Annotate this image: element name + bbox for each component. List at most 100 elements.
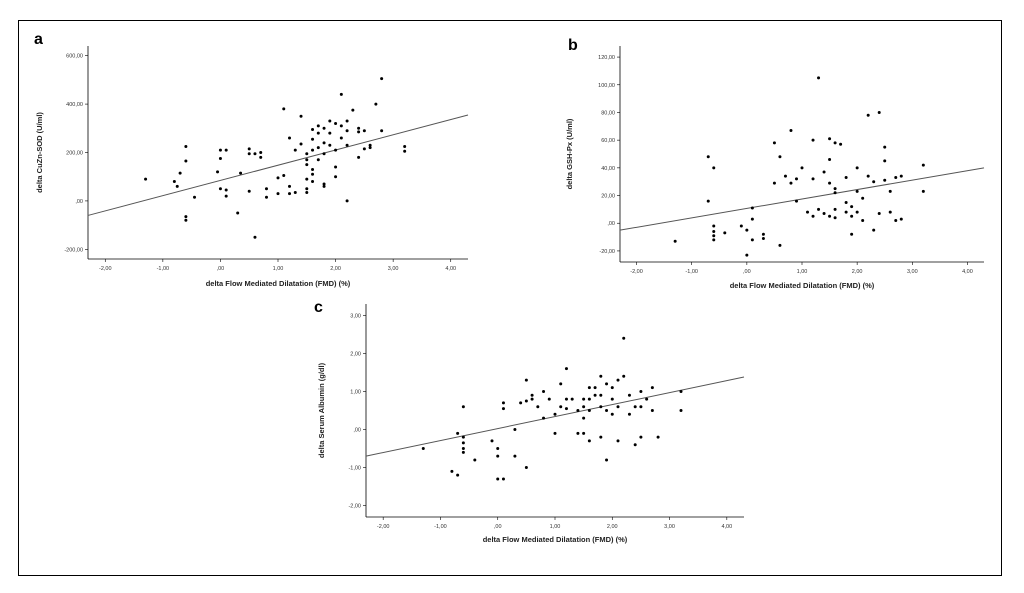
scatter-point xyxy=(839,142,843,146)
x-tick-label: 3,00 xyxy=(388,266,399,272)
scatter-point xyxy=(712,166,716,170)
y-tick-label: 1,00 xyxy=(350,389,361,395)
x-tick-label: 2,00 xyxy=(852,269,863,275)
scatter-point xyxy=(745,253,749,257)
scatter-point xyxy=(144,177,148,181)
scatter-point xyxy=(789,181,793,185)
scatter-point xyxy=(224,148,228,152)
scatter-point xyxy=(899,174,903,178)
scatter-point xyxy=(822,170,826,174)
scatter-point xyxy=(305,177,309,181)
scatter-point xyxy=(247,189,251,193)
scatter-point xyxy=(524,399,528,403)
scatter-point xyxy=(282,173,286,177)
scatter-point xyxy=(564,407,568,411)
scatter-point xyxy=(616,405,620,409)
x-tick-label: -2,00 xyxy=(630,269,643,275)
x-tick-label: -1,00 xyxy=(434,524,447,530)
scatter-point xyxy=(828,214,832,218)
x-tick-label: -2,00 xyxy=(377,524,390,530)
scatter-point xyxy=(501,407,505,411)
scatter-point xyxy=(536,405,540,409)
scatter-point xyxy=(184,159,188,163)
y-tick-label: 2,00 xyxy=(350,351,361,357)
scatter-point xyxy=(866,174,870,178)
scatter-point xyxy=(357,155,361,159)
scatter-point xyxy=(421,447,425,451)
y-tick-label: 80,00 xyxy=(601,110,615,116)
scatter-point xyxy=(380,129,384,133)
scatter-point xyxy=(778,243,782,247)
scatter-point xyxy=(553,412,557,416)
scatter-point xyxy=(218,187,222,191)
regression-line xyxy=(365,376,745,457)
scatter-point xyxy=(351,108,355,112)
scatter-point xyxy=(311,148,315,152)
scatter-point xyxy=(582,397,586,401)
scatter-point xyxy=(750,238,754,242)
scatter-point xyxy=(218,157,222,161)
scatter-point xyxy=(599,374,603,378)
scatter-point xyxy=(513,454,517,458)
scatter-point xyxy=(817,76,821,80)
scatter-point xyxy=(542,389,546,393)
scatter-point xyxy=(627,393,631,397)
scatter-point xyxy=(564,367,568,371)
scatter-point xyxy=(450,469,454,473)
scatter-point xyxy=(570,397,574,401)
scatter-point xyxy=(178,171,182,175)
y-tick-label: -1,00 xyxy=(348,466,361,472)
scatter-point xyxy=(288,136,292,140)
scatter-point xyxy=(496,447,500,451)
scatter-point xyxy=(599,405,603,409)
scatter-point xyxy=(253,235,257,239)
scatter-point xyxy=(542,416,546,420)
x-tick-label: 3,00 xyxy=(664,524,675,530)
scatter-point xyxy=(582,405,586,409)
scatter-point xyxy=(610,397,614,401)
scatter-point xyxy=(761,232,765,236)
scatter-point xyxy=(184,144,188,148)
scatter-point xyxy=(883,159,887,163)
scatter-point xyxy=(576,409,580,412)
scatter-point xyxy=(582,416,586,420)
scatter-point xyxy=(305,158,309,162)
scatter-point xyxy=(679,389,683,393)
scatter-point xyxy=(172,180,176,184)
scatter-point xyxy=(633,405,637,409)
scatter-point xyxy=(850,214,854,218)
scatter-point xyxy=(833,187,837,191)
scatter-point xyxy=(794,177,798,181)
scatter-point xyxy=(276,176,280,180)
scatter-point xyxy=(316,158,320,162)
scatter-point xyxy=(587,409,591,412)
scatter-point xyxy=(456,473,460,477)
scatter-point xyxy=(850,205,854,209)
x-tick-label: -1,00 xyxy=(157,266,170,272)
x-tick-label: 1,00 xyxy=(797,269,808,275)
scatter-point xyxy=(328,131,332,135)
scatter-point xyxy=(723,231,727,235)
y-tick-label: 60,00 xyxy=(601,138,615,144)
y-tick-label: ,00 xyxy=(353,428,361,434)
scatter-point xyxy=(739,224,743,228)
scatter-point xyxy=(712,234,716,238)
scatter-point xyxy=(501,477,505,481)
y-tick-label: ,00 xyxy=(75,199,83,205)
x-axis-title: delta Flow Mediated Dilatation (FMD) (%) xyxy=(483,535,628,544)
scatter-point xyxy=(247,152,251,156)
scatter-point xyxy=(844,210,848,214)
scatter-point xyxy=(345,143,349,147)
scatter-point xyxy=(339,92,343,96)
scatter-point xyxy=(712,238,716,242)
x-tick-label: 4,00 xyxy=(962,269,973,275)
x-tick-label: ,00 xyxy=(743,269,751,275)
scatter-point xyxy=(783,174,787,178)
scatter-point xyxy=(524,466,528,470)
scatter-point xyxy=(461,447,465,451)
y-tick-label: 600,00 xyxy=(66,54,83,60)
scatter-point xyxy=(496,454,500,458)
scatter-point xyxy=(322,184,326,188)
scatter-point xyxy=(587,439,591,443)
chart-panel-a: a -2,00 -1,00 ,00 1,00 2,00 3,00 4,00 -200,00 ,00… xyxy=(34,31,469,288)
